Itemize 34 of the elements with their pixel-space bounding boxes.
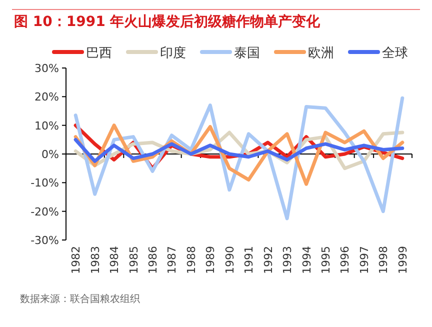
legend-label: 印度 <box>160 45 186 61</box>
x-tick-label: 1990 <box>223 246 236 274</box>
legend-label: 泰国 <box>234 46 260 61</box>
x-tick-label: 1989 <box>204 246 218 274</box>
x-tick-label: 1998 <box>377 246 390 274</box>
y-tick-label: 10% <box>34 119 59 132</box>
x-tick-label: 1995 <box>320 246 332 274</box>
x-tick-label: 1994 <box>300 246 314 274</box>
y-tick-label: -10% <box>30 176 59 190</box>
x-tick-label: 1983 <box>88 246 102 274</box>
x-tick-label: 1993 <box>281 246 294 274</box>
legend-label: 全球 <box>382 46 408 61</box>
x-tick-label: 1984 <box>108 246 122 274</box>
x-tick-label: 1999 <box>396 246 410 274</box>
x-tick-label: 1997 <box>358 246 371 274</box>
x-tick-label: 1988 <box>184 246 198 274</box>
y-tick-label: -30% <box>30 234 59 247</box>
chart-title: 图 10：1991 年火山爆发后初级糖作物单产变化 <box>14 13 322 30</box>
x-tick-label: 1982 <box>70 246 83 274</box>
y-tick-label: 20% <box>34 90 59 104</box>
x-tick-label: 1992 <box>262 246 275 274</box>
x-tick-label: 1991 <box>242 246 256 274</box>
y-tick-label: 0% <box>42 148 59 161</box>
legend-label: 巴西 <box>86 46 112 61</box>
line-series <box>74 96 404 220</box>
x-tick-label: 1996 <box>338 246 352 274</box>
source-note: 数据来源：联合国粮农组织 <box>20 293 140 305</box>
x-tick-label: 1987 <box>166 246 179 274</box>
legend-label: 欧洲 <box>308 46 334 61</box>
line-series <box>74 138 404 163</box>
y-tick-label: 30% <box>34 62 59 75</box>
x-tick-label: 1986 <box>146 246 160 274</box>
y-tick-label: -20% <box>30 205 59 218</box>
x-tick-label: 1985 <box>127 246 140 274</box>
